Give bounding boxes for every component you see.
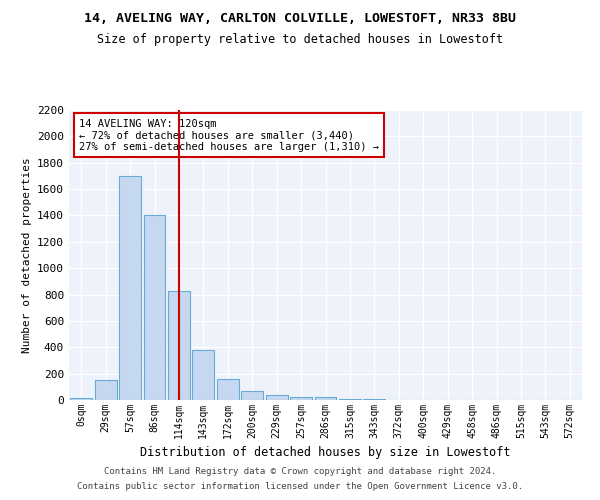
Bar <box>70 398 92 400</box>
Bar <box>364 398 385 400</box>
X-axis label: Distribution of detached houses by size in Lowestoft: Distribution of detached houses by size … <box>140 446 511 460</box>
Bar <box>266 396 287 400</box>
Text: 14, AVELING WAY, CARLTON COLVILLE, LOWESTOFT, NR33 8BU: 14, AVELING WAY, CARLTON COLVILLE, LOWES… <box>84 12 516 26</box>
Bar <box>119 176 141 400</box>
Text: Contains HM Land Registry data © Crown copyright and database right 2024.: Contains HM Land Registry data © Crown c… <box>104 467 496 476</box>
Text: Size of property relative to detached houses in Lowestoft: Size of property relative to detached ho… <box>97 32 503 46</box>
Bar <box>290 397 312 400</box>
Y-axis label: Number of detached properties: Number of detached properties <box>22 157 32 353</box>
Bar <box>143 216 166 400</box>
Bar <box>314 396 337 400</box>
Text: 14 AVELING WAY: 120sqm
← 72% of detached houses are smaller (3,440)
27% of semi-: 14 AVELING WAY: 120sqm ← 72% of detached… <box>79 118 379 152</box>
Bar <box>241 392 263 400</box>
Bar <box>217 379 239 400</box>
Bar <box>168 290 190 400</box>
Bar <box>193 350 214 400</box>
Bar <box>339 398 361 400</box>
Text: Contains public sector information licensed under the Open Government Licence v3: Contains public sector information licen… <box>77 482 523 491</box>
Bar <box>95 380 116 400</box>
